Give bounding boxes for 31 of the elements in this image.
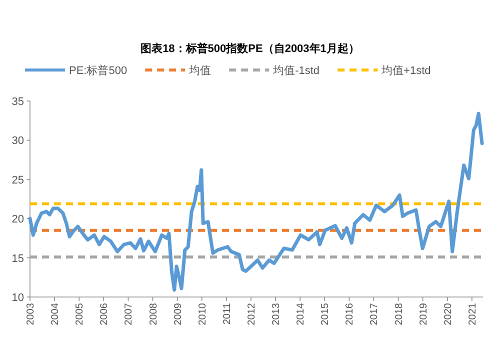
y-tick-label: 10 <box>12 292 24 304</box>
x-tick-label: 2010 <box>197 302 208 326</box>
line-series <box>28 112 484 292</box>
x-tick-label: 2009 <box>172 302 184 326</box>
x-tick-label: 2018 <box>394 302 405 326</box>
x-tick-label: 2012 <box>246 302 258 326</box>
x-tick-label: 2011 <box>222 302 233 325</box>
x-tick-label: 2020 <box>442 302 454 326</box>
y-tick-label: 15 <box>12 252 24 265</box>
y-tick-label: 20 <box>12 214 24 226</box>
legend-label: 均值+1std <box>380 65 431 77</box>
x-tick-label: 2005 <box>74 302 86 326</box>
legend-label: 均值-1std <box>272 65 320 77</box>
x-tick-label: 2008 <box>148 302 160 326</box>
x-tick-label: 2004 <box>50 302 62 326</box>
x-tick-label: 2006 <box>99 302 110 326</box>
x-tick-label: 2016 <box>344 302 356 326</box>
x-tick-label: 2019 <box>418 302 430 326</box>
x-tick-label: 2003 <box>26 302 36 326</box>
x-tick-label: 2013 <box>271 302 282 326</box>
x-tick-label: 2007 <box>124 302 135 326</box>
x-tick-label: 2014 <box>296 302 307 326</box>
x-tick-label: 2021 <box>467 302 478 326</box>
legend-label: 均值 <box>188 65 212 77</box>
x-tick-label: 2017 <box>369 302 380 326</box>
y-tick-label: 35 <box>12 96 24 108</box>
x-tick-label: 2015 <box>320 302 332 326</box>
chart-title: 图表18：标普500指数PE（自2003年1月起） <box>140 42 360 55</box>
y-tick-label: 30 <box>12 135 24 148</box>
legend-label: PE:标普500 <box>69 64 128 77</box>
y-tick-label: 25 <box>12 174 24 186</box>
